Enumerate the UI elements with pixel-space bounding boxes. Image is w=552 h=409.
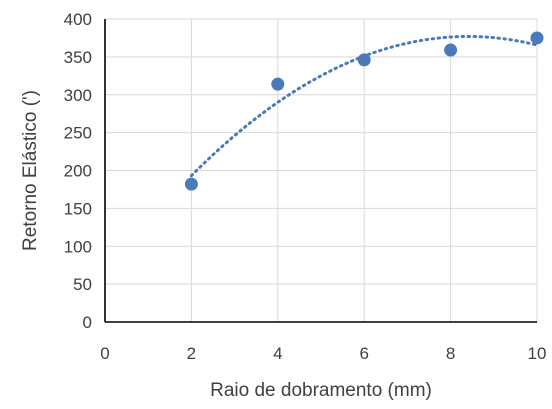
x-tick-label: 10 [528, 344, 547, 363]
data-point [530, 31, 544, 45]
data-point [357, 53, 371, 67]
x-tick-label: 4 [273, 344, 282, 363]
y-tick-label: 400 [64, 10, 92, 29]
tick-labels: 0 50 100 150 200 250 300 350 400 0 2 4 6 8 10 [64, 10, 547, 363]
y-tick-label: 100 [64, 237, 92, 256]
y-axis-title: Retorno Elástico (') [20, 90, 41, 251]
y-tick-label: 200 [64, 162, 92, 181]
y-tick-label: 300 [64, 86, 92, 105]
data-points [184, 31, 544, 191]
y-tick-label: 150 [64, 199, 92, 218]
y-tick-label: 250 [64, 124, 92, 143]
data-point [184, 177, 198, 191]
y-tick-label: 350 [64, 48, 92, 67]
y-tick-label: 0 [83, 313, 92, 332]
x-tick-label: 0 [100, 344, 109, 363]
axes [104, 19, 537, 323]
x-tick-label: 8 [446, 344, 455, 363]
y-tick-label: 50 [73, 275, 92, 294]
x-axis-title: Raio de dobramento (mm) [210, 380, 432, 401]
x-tick-label: 6 [359, 344, 368, 363]
x-tick-label: 2 [187, 344, 196, 363]
data-point [271, 77, 285, 91]
data-point [444, 43, 458, 57]
grid [105, 18, 538, 322]
